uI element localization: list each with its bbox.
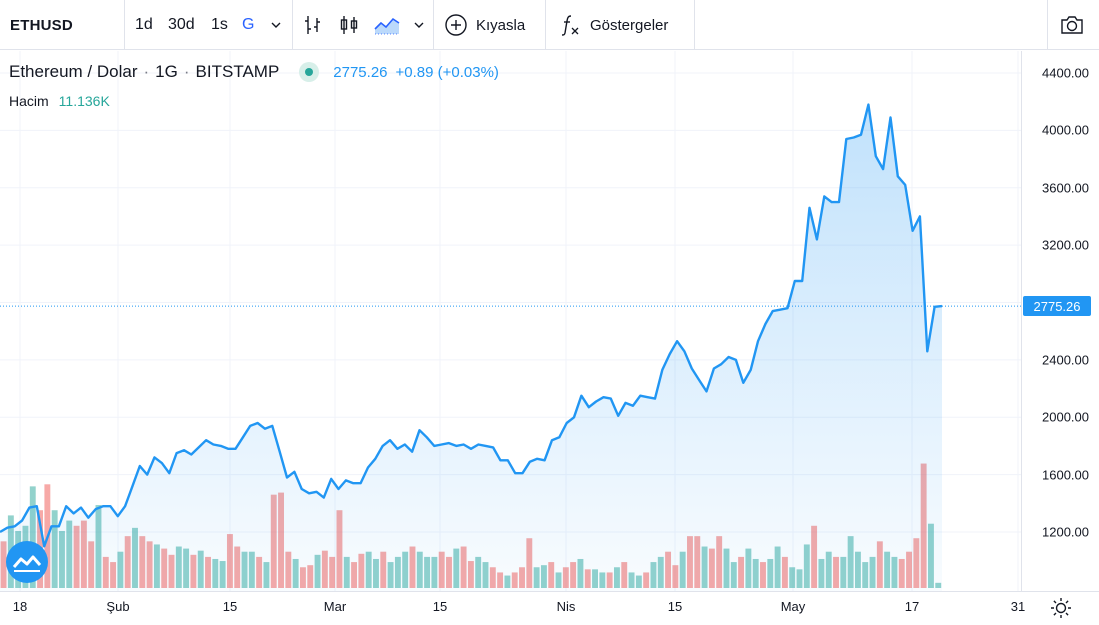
- price-axis-label: 2400.00: [1042, 352, 1089, 368]
- compare-button[interactable]: Kıyasla: [444, 0, 525, 50]
- toolbar-divider: [292, 0, 293, 50]
- toolbar-divider: [545, 0, 546, 50]
- legend-exchange: BITSTAMP: [195, 62, 280, 81]
- time-axis-label: 17: [904, 599, 920, 614]
- chart-style-dropdown-button[interactable]: [412, 0, 426, 50]
- time-axis-label: Mar: [323, 599, 347, 614]
- volume-value: 11.136K: [58, 93, 110, 109]
- interval-1s-button[interactable]: 1s: [211, 0, 228, 50]
- function-icon: [558, 13, 582, 37]
- price-chart[interactable]: [0, 51, 1021, 591]
- time-axis-label: 15: [432, 599, 448, 614]
- chevron-down-icon: [412, 18, 426, 32]
- volume-legend: Hacim 11.136K: [9, 93, 110, 109]
- interval-label: 1d: [135, 16, 153, 33]
- bar-style-button[interactable]: [302, 0, 324, 50]
- price-axis-label: 2000.00: [1042, 409, 1089, 425]
- interval-label: 30d: [168, 16, 195, 33]
- indicators-label: Göstergeler: [590, 16, 669, 34]
- toolbar-divider: [1047, 0, 1048, 50]
- chart-settings-button[interactable]: [1050, 591, 1072, 625]
- time-axis[interactable]: [0, 591, 1099, 625]
- camera-icon: [1059, 14, 1085, 36]
- interval-dropdown-button[interactable]: [269, 0, 283, 50]
- chevron-down-icon: [269, 18, 283, 32]
- toolbar-divider: [124, 0, 125, 50]
- indicators-button[interactable]: Göstergeler: [558, 0, 668, 50]
- toolbar-divider: [433, 0, 434, 50]
- legend-separator: ·: [183, 62, 190, 81]
- symbol-search-button[interactable]: ETHUSD: [10, 0, 73, 50]
- legend-interval: 1G: [155, 62, 178, 81]
- tradingview-logo[interactable]: [6, 541, 48, 583]
- interval-1d-button[interactable]: 1d: [135, 0, 153, 50]
- interval-30d-button[interactable]: 30d: [168, 0, 195, 50]
- price-area-fill: [0, 104, 942, 591]
- time-axis-label: Nis: [556, 599, 576, 614]
- price-axis-label: 4000.00: [1042, 122, 1089, 138]
- market-status-dot[interactable]: [299, 62, 320, 82]
- symbol-name: Ethereum / Dolar: [9, 62, 138, 81]
- price-axis[interactable]: 4400.004000.003600.003200.002800.002400.…: [1021, 51, 1099, 591]
- status-indicator: [305, 68, 314, 76]
- toolbar-divider: [694, 0, 695, 50]
- time-axis-label: 15: [222, 599, 238, 614]
- interval-g-button[interactable]: G: [242, 0, 254, 50]
- symbol-label: ETHUSD: [10, 16, 73, 34]
- time-axis-label: Şub: [106, 599, 130, 614]
- chart-legend: Ethereum / Dolar · 1G · BITSTAMP 2775.26…: [9, 62, 499, 82]
- time-axis-label: 18: [12, 599, 28, 614]
- logo-icon: [12, 551, 42, 573]
- price-axis-label: 4400.00: [1042, 65, 1089, 81]
- area-chart-icon: [373, 14, 401, 36]
- interval-label: 1s: [211, 16, 228, 33]
- compare-label: Kıyasla: [476, 16, 526, 34]
- time-axis-label: 31: [1010, 599, 1026, 614]
- area-style-button[interactable]: [373, 0, 401, 50]
- last-price-tag: 2775.26: [1023, 296, 1091, 317]
- sun-settings-icon: [1050, 597, 1072, 619]
- price-axis-label: 1600.00: [1042, 467, 1089, 483]
- volume-label: Hacim: [9, 93, 49, 109]
- legend-separator: ·: [143, 62, 150, 81]
- candle-style-button[interactable]: [338, 0, 360, 50]
- bars-icon: [302, 13, 324, 37]
- price-line: [0, 103, 943, 548]
- price-axis-label: 3600.00: [1042, 180, 1089, 196]
- chart-toolbar: ETHUSD 1d 30d 1s G Kıyasla: [0, 0, 1099, 50]
- plus-circle-icon: [444, 13, 468, 37]
- legend-price: 2775.26: [333, 63, 388, 81]
- time-axis-label: 15: [667, 599, 683, 614]
- price-axis-label: 1200.00: [1042, 524, 1089, 540]
- price-axis-label: 3200.00: [1042, 237, 1089, 253]
- interval-label: G: [242, 16, 255, 33]
- legend-change: +0.89 (+0.03%): [395, 63, 499, 81]
- time-axis-label: May: [780, 599, 806, 614]
- snapshot-button[interactable]: [1059, 0, 1085, 50]
- candles-icon: [338, 13, 360, 37]
